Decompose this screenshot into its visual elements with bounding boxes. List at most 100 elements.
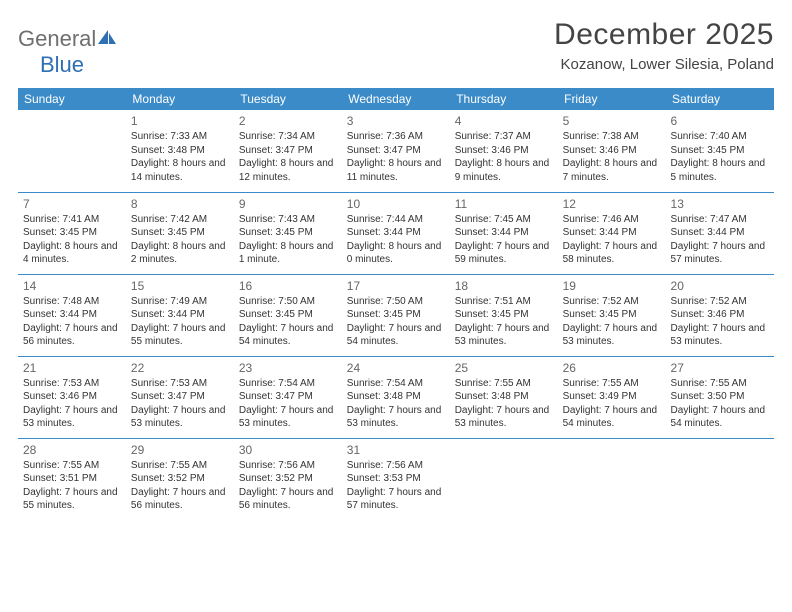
day-number: 2: [239, 113, 337, 129]
sunset-text: Sunset: 3:44 PM: [23, 308, 121, 322]
sunset-text: Sunset: 3:48 PM: [455, 390, 553, 404]
sunrise-text: Sunrise: 7:51 AM: [455, 295, 553, 309]
day-cell: 20Sunrise: 7:52 AMSunset: 3:46 PMDayligh…: [666, 274, 774, 356]
sunrise-text: Sunrise: 7:48 AM: [23, 295, 121, 309]
sunset-text: Sunset: 3:44 PM: [347, 226, 445, 240]
daylight-text: Daylight: 8 hours and 2 minutes.: [131, 240, 229, 267]
day-cell: 29Sunrise: 7:55 AMSunset: 3:52 PMDayligh…: [126, 438, 234, 520]
day-header-row: Sunday Monday Tuesday Wednesday Thursday…: [18, 88, 774, 110]
sail-icon: [96, 26, 118, 52]
sunset-text: Sunset: 3:45 PM: [131, 226, 229, 240]
sunrise-text: Sunrise: 7:55 AM: [563, 377, 661, 391]
daylight-text: Daylight: 7 hours and 56 minutes.: [131, 486, 229, 513]
week-row: 1Sunrise: 7:33 AMSunset: 3:48 PMDaylight…: [18, 110, 774, 192]
sunset-text: Sunset: 3:48 PM: [347, 390, 445, 404]
day-cell: 31Sunrise: 7:56 AMSunset: 3:53 PMDayligh…: [342, 438, 450, 520]
day-cell: 14Sunrise: 7:48 AMSunset: 3:44 PMDayligh…: [18, 274, 126, 356]
sunset-text: Sunset: 3:44 PM: [455, 226, 553, 240]
day-cell: 7Sunrise: 7:41 AMSunset: 3:45 PMDaylight…: [18, 192, 126, 274]
daylight-text: Daylight: 7 hours and 54 minutes.: [563, 404, 661, 431]
col-wednesday: Wednesday: [342, 88, 450, 110]
daylight-text: Daylight: 7 hours and 56 minutes.: [239, 486, 337, 513]
daylight-text: Daylight: 8 hours and 14 minutes.: [131, 157, 229, 184]
sunset-text: Sunset: 3:47 PM: [131, 390, 229, 404]
daylight-text: Daylight: 7 hours and 55 minutes.: [23, 486, 121, 513]
day-cell: 28Sunrise: 7:55 AMSunset: 3:51 PMDayligh…: [18, 438, 126, 520]
sunrise-text: Sunrise: 7:34 AM: [239, 130, 337, 144]
sunset-text: Sunset: 3:52 PM: [239, 472, 337, 486]
week-row: 7Sunrise: 7:41 AMSunset: 3:45 PMDaylight…: [18, 192, 774, 274]
day-number: 17: [347, 278, 445, 294]
day-cell: 3Sunrise: 7:36 AMSunset: 3:47 PMDaylight…: [342, 110, 450, 192]
day-number: 27: [671, 360, 769, 376]
day-cell: 10Sunrise: 7:44 AMSunset: 3:44 PMDayligh…: [342, 192, 450, 274]
sunrise-text: Sunrise: 7:52 AM: [671, 295, 769, 309]
sunrise-text: Sunrise: 7:36 AM: [347, 130, 445, 144]
day-cell: 27Sunrise: 7:55 AMSunset: 3:50 PMDayligh…: [666, 356, 774, 438]
sunrise-text: Sunrise: 7:45 AM: [455, 213, 553, 227]
day-cell: 13Sunrise: 7:47 AMSunset: 3:44 PMDayligh…: [666, 192, 774, 274]
sunrise-text: Sunrise: 7:47 AM: [671, 213, 769, 227]
daylight-text: Daylight: 8 hours and 12 minutes.: [239, 157, 337, 184]
daylight-text: Daylight: 7 hours and 53 minutes.: [455, 322, 553, 349]
page-header: General Blue December 2025 Kozanow, Lowe…: [18, 18, 774, 78]
daylight-text: Daylight: 8 hours and 1 minute.: [239, 240, 337, 267]
sunset-text: Sunset: 3:46 PM: [455, 144, 553, 158]
sunset-text: Sunset: 3:51 PM: [23, 472, 121, 486]
day-cell: [666, 438, 774, 520]
daylight-text: Daylight: 7 hours and 53 minutes.: [347, 404, 445, 431]
day-number: 22: [131, 360, 229, 376]
day-cell: 21Sunrise: 7:53 AMSunset: 3:46 PMDayligh…: [18, 356, 126, 438]
day-cell: 5Sunrise: 7:38 AMSunset: 3:46 PMDaylight…: [558, 110, 666, 192]
week-row: 21Sunrise: 7:53 AMSunset: 3:46 PMDayligh…: [18, 356, 774, 438]
sunset-text: Sunset: 3:45 PM: [239, 226, 337, 240]
day-number: 21: [23, 360, 121, 376]
sunrise-text: Sunrise: 7:54 AM: [239, 377, 337, 391]
sunset-text: Sunset: 3:45 PM: [455, 308, 553, 322]
month-title: December 2025: [554, 18, 774, 52]
day-cell: 22Sunrise: 7:53 AMSunset: 3:47 PMDayligh…: [126, 356, 234, 438]
day-number: 13: [671, 196, 769, 212]
day-number: 12: [563, 196, 661, 212]
sunset-text: Sunset: 3:48 PM: [131, 144, 229, 158]
day-cell: [450, 438, 558, 520]
day-number: 7: [23, 196, 121, 212]
daylight-text: Daylight: 7 hours and 59 minutes.: [455, 240, 553, 267]
sunset-text: Sunset: 3:46 PM: [671, 308, 769, 322]
daylight-text: Daylight: 8 hours and 4 minutes.: [23, 240, 121, 267]
daylight-text: Daylight: 8 hours and 0 minutes.: [347, 240, 445, 267]
day-cell: 12Sunrise: 7:46 AMSunset: 3:44 PMDayligh…: [558, 192, 666, 274]
sunset-text: Sunset: 3:44 PM: [131, 308, 229, 322]
daylight-text: Daylight: 7 hours and 53 minutes.: [455, 404, 553, 431]
day-cell: [18, 110, 126, 192]
daylight-text: Daylight: 7 hours and 54 minutes.: [671, 404, 769, 431]
day-cell: 9Sunrise: 7:43 AMSunset: 3:45 PMDaylight…: [234, 192, 342, 274]
sunrise-text: Sunrise: 7:53 AM: [23, 377, 121, 391]
sunset-text: Sunset: 3:45 PM: [23, 226, 121, 240]
day-cell: 23Sunrise: 7:54 AMSunset: 3:47 PMDayligh…: [234, 356, 342, 438]
col-friday: Friday: [558, 88, 666, 110]
day-cell: 25Sunrise: 7:55 AMSunset: 3:48 PMDayligh…: [450, 356, 558, 438]
day-cell: 8Sunrise: 7:42 AMSunset: 3:45 PMDaylight…: [126, 192, 234, 274]
sunset-text: Sunset: 3:52 PM: [131, 472, 229, 486]
sunrise-text: Sunrise: 7:53 AM: [131, 377, 229, 391]
col-thursday: Thursday: [450, 88, 558, 110]
col-sunday: Sunday: [18, 88, 126, 110]
sunrise-text: Sunrise: 7:38 AM: [563, 130, 661, 144]
calendar-table: Sunday Monday Tuesday Wednesday Thursday…: [18, 88, 774, 520]
day-number: 31: [347, 442, 445, 458]
sunset-text: Sunset: 3:49 PM: [563, 390, 661, 404]
col-monday: Monday: [126, 88, 234, 110]
day-number: 23: [239, 360, 337, 376]
day-cell: 11Sunrise: 7:45 AMSunset: 3:44 PMDayligh…: [450, 192, 558, 274]
day-number: 1: [131, 113, 229, 129]
daylight-text: Daylight: 7 hours and 53 minutes.: [239, 404, 337, 431]
day-number: 11: [455, 196, 553, 212]
logo: General Blue: [18, 18, 118, 78]
location-text: Kozanow, Lower Silesia, Poland: [554, 56, 774, 73]
calendar-body: 1Sunrise: 7:33 AMSunset: 3:48 PMDaylight…: [18, 110, 774, 520]
sunrise-text: Sunrise: 7:54 AM: [347, 377, 445, 391]
daylight-text: Daylight: 7 hours and 55 minutes.: [131, 322, 229, 349]
day-cell: 2Sunrise: 7:34 AMSunset: 3:47 PMDaylight…: [234, 110, 342, 192]
sunrise-text: Sunrise: 7:41 AM: [23, 213, 121, 227]
